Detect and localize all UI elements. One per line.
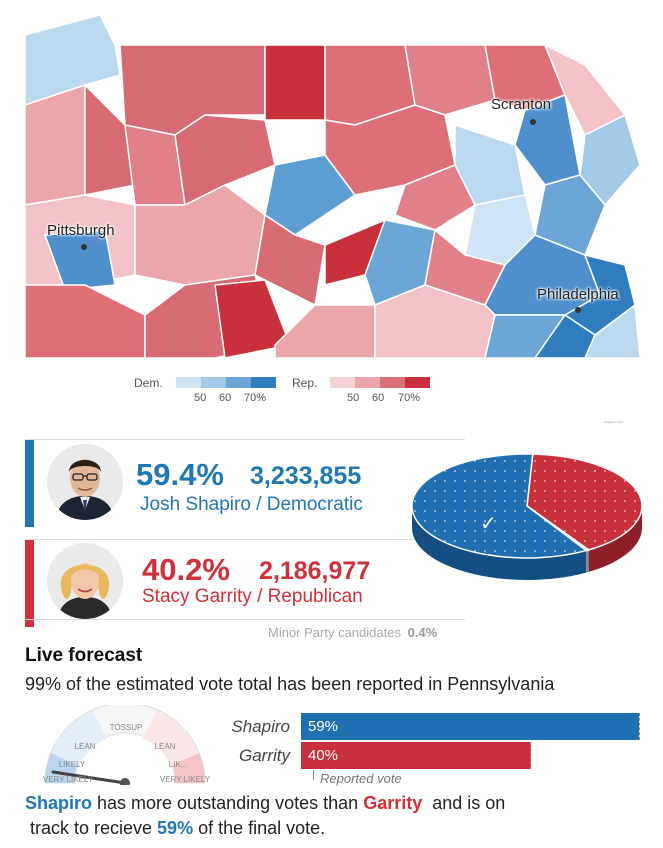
pie-slice-other-side — [586, 549, 589, 573]
bar-fill-garrity: 40% — [301, 742, 532, 769]
candidate-row-shapiro — [25, 439, 465, 527]
garrity-votes: 2,186,977 — [259, 557, 371, 585]
gauge-needle — [51, 770, 127, 785]
gauge-label-likely-rep: LIK... — [168, 760, 188, 769]
bar-track-shapiro: 59% — [301, 713, 640, 740]
bar-value-garrity: 40% — [308, 747, 339, 764]
shapiro-name-party: Josh Shapiro / Democratic — [140, 494, 363, 515]
pie-slice-democratic-side — [412, 506, 587, 580]
legend-dem-swatches — [176, 377, 276, 388]
scranton-dot — [530, 119, 536, 125]
legend-dem-tick: 70% — [244, 392, 267, 404]
summary-line2-end: of the final vote. — [193, 818, 326, 838]
legend-dem-swatch — [176, 377, 201, 388]
philadelphia-dot — [575, 307, 581, 313]
gauge-label-very-likely-rep: VERY LIKELY — [159, 775, 211, 784]
summary-line-1: Shapiro has more outstanding votes than … — [25, 793, 505, 814]
shapiro-percent: 59.4% — [136, 457, 224, 492]
bar-label-garrity: Garrity — [239, 746, 290, 765]
minor-party-label: Minor Party candidates 0.4% — [268, 625, 437, 640]
dem-color-bar — [25, 440, 34, 527]
forecast-title: Live forecast — [25, 645, 143, 666]
pennsylvania-county-map — [25, 15, 640, 358]
reported-tick — [313, 770, 314, 780]
forecast-gauge — [44, 705, 206, 785]
legend-rep-tick: 70% — [398, 392, 421, 404]
legend-dem-swatch — [201, 377, 226, 388]
legend-dem-tick: 60 — [219, 392, 232, 404]
summary-rep-name: Garrity — [363, 793, 423, 813]
garrity-name-party: Stacy Garrity / Republican — [142, 586, 363, 607]
reported-vote-label: Reported vote — [320, 771, 402, 786]
avatar — [47, 444, 123, 520]
legend-dem-swatch — [251, 377, 276, 388]
legend-rep-swatch — [330, 377, 355, 388]
shapiro-votes: 3,233,855 — [250, 462, 362, 490]
legend-rep-tick: 50 — [347, 392, 360, 404]
minor-party-pct: 0.4% — [407, 625, 438, 640]
gauge-label-very-likely-dem: VERY LIKELY — [42, 775, 94, 784]
legend-dem-tick: 50 — [194, 392, 207, 404]
pie-slice-democratic — [411, 453, 588, 559]
legend-rep-swatches — [330, 377, 430, 388]
minor-party-text: Minor Party candidates — [268, 625, 401, 640]
candidate-row-garrity — [25, 539, 465, 627]
gauge-label-tossup: TOSSUP — [109, 723, 143, 732]
legend-rep-swatch — [355, 377, 380, 388]
legend-rep-swatch — [380, 377, 405, 388]
garrity-percent: 40.2% — [142, 552, 230, 587]
legend-dem-swatch — [226, 377, 251, 388]
minor-divider — [25, 619, 465, 620]
city-label-pittsburgh: Pittsburgh — [47, 222, 115, 239]
legend-rep-tick: 60 — [372, 392, 385, 404]
rep-color-bar — [25, 540, 34, 627]
bar-label-shapiro: Shapiro — [231, 717, 290, 736]
pie-slice-republican-side — [588, 506, 642, 572]
shapiro-photo — [47, 444, 123, 520]
pittsburgh-dot — [81, 244, 87, 250]
bar-track-garrity: 40% — [301, 742, 639, 769]
summary-mid-text: has more outstanding votes than — [92, 793, 364, 813]
forecast-subtitle: 99% of the estimated vote total has been… — [25, 674, 555, 694]
vote-share-pie: ✓ — [411, 453, 643, 580]
legend-rep-swatch — [405, 377, 430, 388]
bar-fill-shapiro: 59% — [301, 713, 639, 740]
garrity-photo — [47, 543, 123, 619]
winner-check-icon: ✓ — [480, 511, 497, 535]
city-label-philadelphia: Philadelphia — [537, 286, 619, 303]
summary-dem-name: Shapiro — [25, 793, 93, 813]
summary-line-2: track to recieve 59% of the final vote. — [30, 818, 325, 839]
legend-rep-label: Rep. — [292, 376, 318, 390]
avatar — [47, 543, 123, 619]
legend-dem-label: Dem. — [134, 376, 163, 390]
summary-pct: 59% — [157, 818, 194, 838]
gauge-label-likely-dem: LIKELY — [58, 760, 86, 769]
gauge-label-lean-dem: LEAN — [74, 742, 96, 751]
gauge-label-lean-rep: LEAN — [154, 742, 176, 751]
summary-line2-start: track to recieve — [30, 818, 158, 838]
graphic-credit: Graphic credit — [604, 420, 623, 424]
bar-value-shapiro: 59% — [308, 718, 339, 735]
summary-line1-end: and is on — [422, 793, 506, 813]
city-label-scranton: Scranton — [491, 96, 552, 113]
